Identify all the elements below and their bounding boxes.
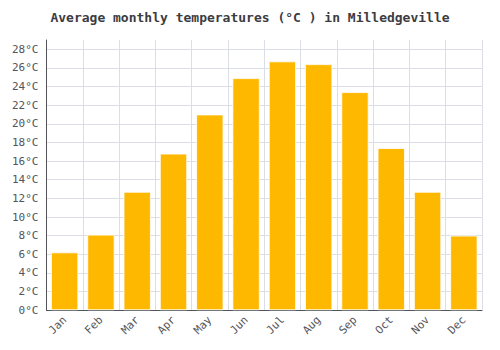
svg-text:6°C: 6°C <box>19 248 39 261</box>
svg-text:4°C: 4°C <box>19 266 39 279</box>
svg-text:Dec: Dec <box>445 314 468 337</box>
svg-text:Mar: Mar <box>119 313 142 336</box>
svg-text:2°C: 2°C <box>19 285 39 298</box>
svg-text:28°C: 28°C <box>12 43 39 56</box>
svg-text:20°C: 20°C <box>12 117 39 130</box>
svg-text:Nov: Nov <box>409 313 432 336</box>
svg-text:12°C: 12°C <box>12 192 39 205</box>
svg-text:24°C: 24°C <box>12 80 39 93</box>
svg-text:10°C: 10°C <box>12 211 39 224</box>
svg-text:Feb: Feb <box>82 314 105 337</box>
svg-text:Jul: Jul <box>264 314 287 337</box>
svg-text:26°C: 26°C <box>12 61 39 74</box>
svg-text:22°C: 22°C <box>12 99 39 112</box>
svg-text:Average monthly temperatures (: Average monthly temperatures (°C ) in Mi… <box>50 10 449 25</box>
svg-text:8°C: 8°C <box>19 229 39 242</box>
svg-text:16°C: 16°C <box>12 155 39 168</box>
svg-text:Aug: Aug <box>300 314 323 337</box>
svg-text:Jun: Jun <box>227 314 250 337</box>
svg-text:14°C: 14°C <box>12 173 39 186</box>
svg-text:Sep: Sep <box>336 314 359 337</box>
svg-text:Jan: Jan <box>46 314 69 337</box>
svg-text:May: May <box>191 313 214 336</box>
svg-text:18°C: 18°C <box>12 136 39 149</box>
svg-text:0°C: 0°C <box>19 304 39 317</box>
svg-text:Oct: Oct <box>373 314 396 337</box>
svg-text:Apr: Apr <box>155 313 178 336</box>
